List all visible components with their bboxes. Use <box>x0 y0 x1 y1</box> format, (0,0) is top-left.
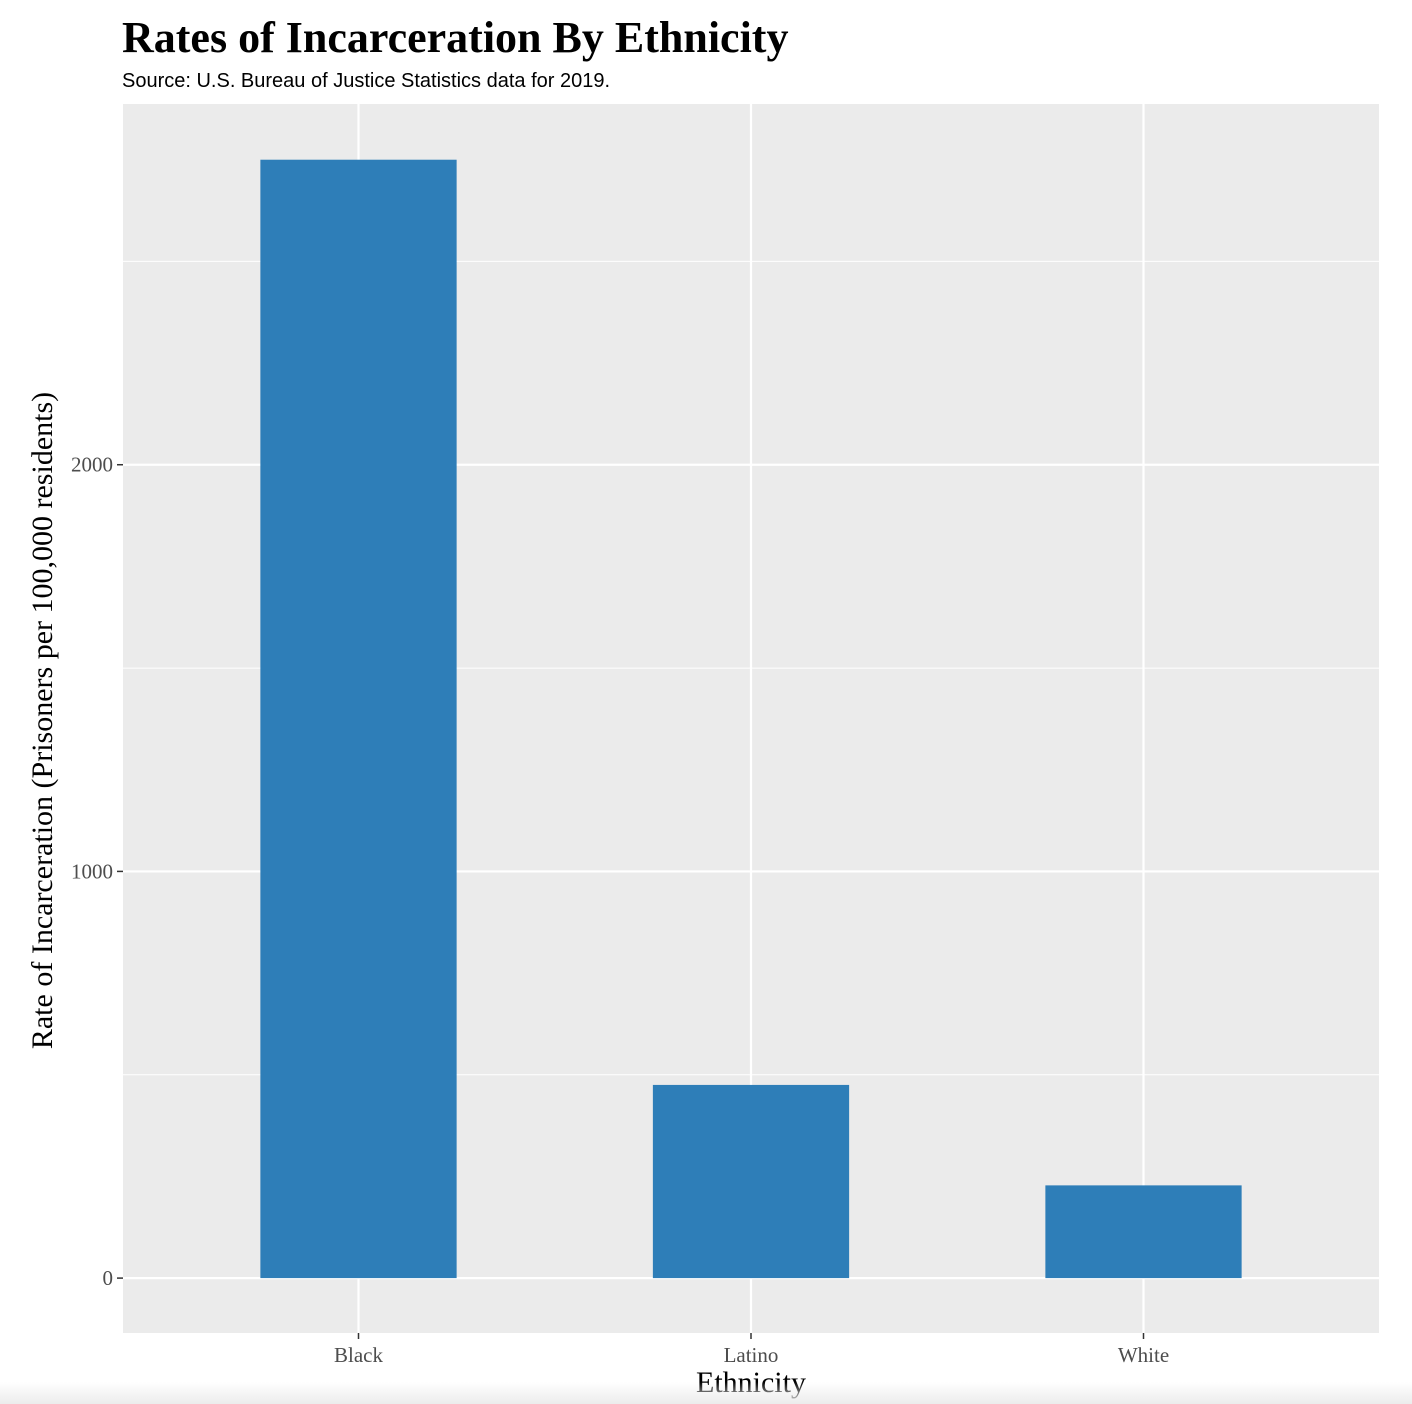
y-tick-label: 1000 <box>71 859 113 883</box>
bar-white <box>1045 1185 1242 1279</box>
axes: 0 1000 2000 Black Latino White <box>71 453 1169 1367</box>
footer-fade <box>0 1382 1412 1404</box>
y-axis-title: Rate of Incarceration (Prisoners per 100… <box>26 392 59 1049</box>
bar-black <box>260 159 457 1279</box>
x-tick-label: White <box>1118 1343 1169 1367</box>
y-tick-label: 0 <box>103 1266 114 1290</box>
y-tick-label: 2000 <box>71 453 113 477</box>
bar-latino <box>652 1084 850 1279</box>
bars <box>260 159 1242 1279</box>
x-tick-label: Black <box>334 1343 383 1367</box>
x-tick-label: Latino <box>724 1343 779 1367</box>
chart-title: Rates of Incarceration By Ethnicity <box>122 13 789 62</box>
chart-subtitle: Source: U.S. Bureau of Justice Statistic… <box>122 70 611 92</box>
